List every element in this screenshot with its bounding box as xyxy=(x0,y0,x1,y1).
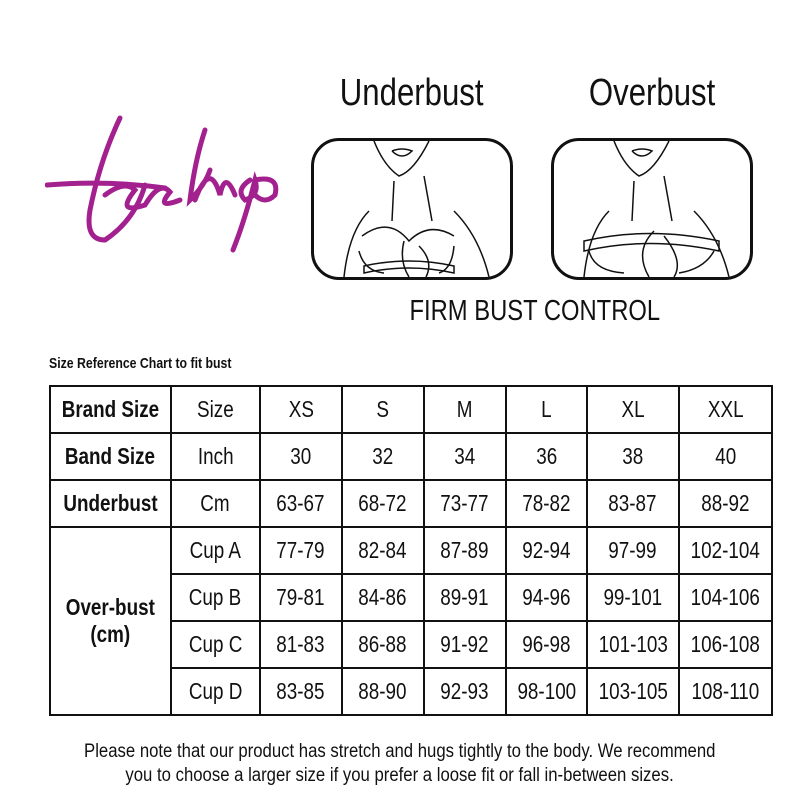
table-caption: Size Reference Chart to fit bust xyxy=(49,355,232,372)
value-cell: 83-85 xyxy=(258,667,343,716)
table-row: Band Size Inch 30 32 34 36 38 40 xyxy=(49,432,773,481)
feelings-logo xyxy=(45,115,279,253)
unit-cell: Cup C xyxy=(169,620,261,669)
row-label: Underbust xyxy=(49,479,172,528)
value-cell: 78-82 xyxy=(504,479,588,528)
table-row: Cup D 83-85 88-90 92-93 98-100 103-105 108-110 xyxy=(50,667,773,716)
value-cell: 99-101 xyxy=(585,573,680,622)
value-cell: 102-104 xyxy=(677,526,773,575)
value-cell: XS xyxy=(258,385,343,434)
overbust-illustration xyxy=(551,138,753,280)
value-cell: 79-81 xyxy=(258,573,343,622)
sizing-note: Please note that our product has stretch… xyxy=(30,740,770,788)
value-cell: 34 xyxy=(422,432,507,481)
value-cell: 91-92 xyxy=(422,620,507,669)
value-cell: 68-72 xyxy=(340,479,425,528)
value-cell: XL xyxy=(585,385,680,434)
value-cell: 88-92 xyxy=(677,479,773,528)
value-cell: 92-93 xyxy=(422,667,507,716)
value-cell: 88-90 xyxy=(340,667,425,716)
underbust-heading: Underbust xyxy=(340,72,484,114)
note-line-1: Please note that our product has stretch… xyxy=(84,741,716,762)
value-cell: 87-89 xyxy=(422,526,507,575)
value-cell: 98-100 xyxy=(504,667,588,716)
size-chart-table: Brand Size Size XS S M L XL XXL Band Size Inch 30 3… xyxy=(49,385,773,716)
value-cell: 82-84 xyxy=(340,526,425,575)
value-cell: 38 xyxy=(585,432,680,481)
unit-cell: Inch xyxy=(169,432,261,481)
value-cell: 63-67 xyxy=(258,479,343,528)
value-cell: L xyxy=(504,385,588,434)
table-row: Over-bust (cm) Cup A 77-79 82-84 87-89 92-94 97… xyxy=(49,526,773,716)
value-cell: 106-108 xyxy=(677,620,773,669)
value-cell: XXL xyxy=(677,385,773,434)
unit-cell: Cup D xyxy=(169,667,261,716)
value-cell: 40 xyxy=(677,432,773,481)
value-cell: 104-106 xyxy=(677,573,773,622)
value-cell: M xyxy=(422,385,507,434)
underbust-illustration xyxy=(311,138,513,280)
table-row: Underbust Cm 63-67 68-72 73-77 78-82 83-87 88-9… xyxy=(49,479,773,528)
value-cell: 32 xyxy=(340,432,425,481)
value-cell: 86-88 xyxy=(340,620,425,669)
value-cell: 81-83 xyxy=(258,620,343,669)
row-label: Band Size xyxy=(49,432,172,481)
value-cell: 36 xyxy=(504,432,588,481)
value-cell: 73-77 xyxy=(422,479,507,528)
unit-cell: Size xyxy=(169,385,261,434)
table-row: Brand Size Size XS S M L XL XXL xyxy=(49,385,773,434)
value-cell: 83-87 xyxy=(585,479,680,528)
overbust-heading: Overbust xyxy=(588,72,716,114)
row-label: Brand Size xyxy=(49,385,172,434)
table-row: Cup B 79-81 84-86 89-91 94-96 99-101 104-106 xyxy=(50,573,773,622)
value-cell: 30 xyxy=(258,432,343,481)
unit-cell: Cup B xyxy=(169,573,261,622)
value-cell: 101-103 xyxy=(585,620,680,669)
overbust-label: Over-bust (cm) xyxy=(49,526,172,716)
value-cell: 84-86 xyxy=(340,573,425,622)
value-cell: 89-91 xyxy=(422,573,507,622)
unit-cell: Cm xyxy=(169,479,261,528)
note-line-2: you to choose a larger size if you prefe… xyxy=(125,765,675,786)
value-cell: 94-96 xyxy=(504,573,588,622)
unit-cell: Cup A xyxy=(169,526,261,575)
value-cell: 108-110 xyxy=(677,667,773,716)
value-cell: 96-98 xyxy=(504,620,588,669)
value-cell: 103-105 xyxy=(585,667,680,716)
value-cell: 97-99 xyxy=(585,526,680,575)
value-cell: 92-94 xyxy=(504,526,588,575)
product-subtitle: FIRM BUST CONTROL xyxy=(409,295,661,327)
table-row: Cup C 81-83 86-88 91-92 96-98 101-103 106-108 xyxy=(50,620,773,669)
value-cell: 77-79 xyxy=(258,526,343,575)
value-cell: S xyxy=(340,385,425,434)
